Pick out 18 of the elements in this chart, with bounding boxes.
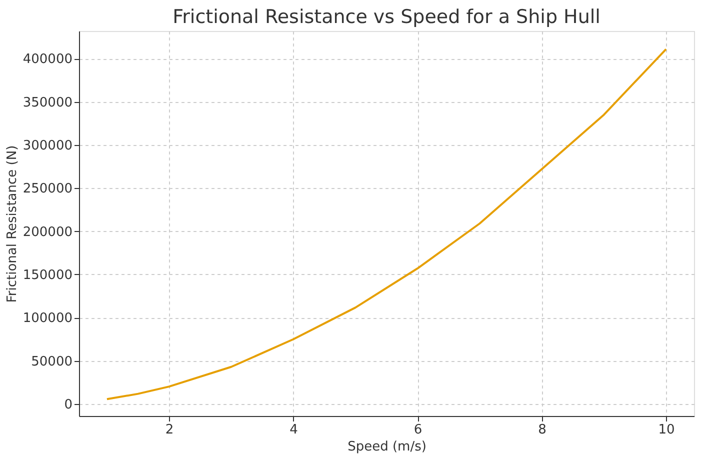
x-tick-label: 2 bbox=[165, 422, 174, 438]
y-tick-label: 100000 bbox=[22, 311, 72, 326]
y-tick-label: 300000 bbox=[22, 138, 72, 154]
y-tick-label: 350000 bbox=[22, 95, 72, 110]
x-tick-label: 6 bbox=[414, 422, 422, 438]
chart-title: Frictional Resistance vs Speed for a Ship Hull bbox=[172, 6, 600, 28]
y-tick-label: 200000 bbox=[22, 224, 72, 240]
line-series bbox=[106, 48, 668, 400]
x-tick-label: 10 bbox=[658, 422, 675, 438]
y-axis-title: Frictional Resistance (N) bbox=[4, 145, 20, 303]
y-tick-label: 0 bbox=[64, 397, 72, 412]
x-axis-title: Speed (m/s) bbox=[348, 440, 426, 454]
x-tick-label: 4 bbox=[290, 422, 298, 438]
y-tick-label: 400000 bbox=[22, 52, 72, 68]
y-tick-label: 150000 bbox=[22, 268, 72, 283]
y-tick-label: 250000 bbox=[22, 182, 72, 197]
x-tick-label: 8 bbox=[538, 422, 546, 438]
y-tick-label: 50000 bbox=[31, 354, 72, 370]
